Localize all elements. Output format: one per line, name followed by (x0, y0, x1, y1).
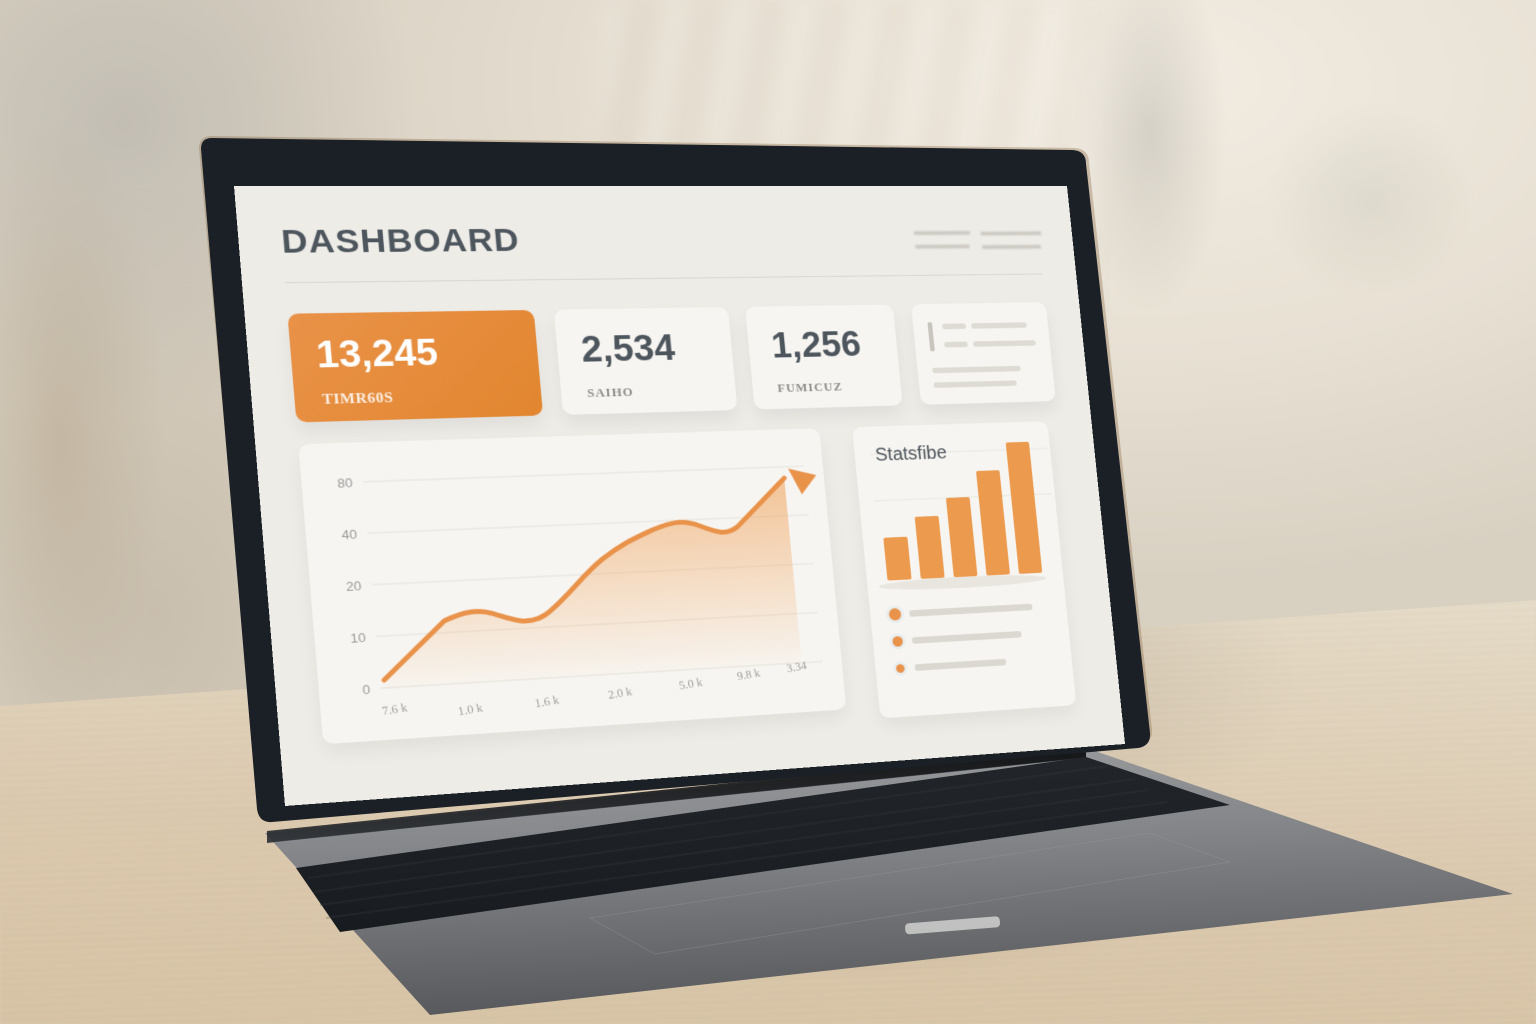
svg-text:2.0 k: 2.0 k (607, 685, 634, 702)
svg-text:1.0 k: 1.0 k (457, 701, 485, 718)
svg-text:1.6 k: 1.6 k (534, 693, 561, 710)
svg-text:10: 10 (350, 630, 367, 645)
svg-text:7.6 k: 7.6 k (381, 701, 409, 718)
svg-text:80: 80 (337, 476, 354, 491)
svg-text:20: 20 (345, 579, 362, 594)
svg-text:40: 40 (341, 527, 358, 542)
svg-text:0: 0 (362, 682, 371, 697)
svg-text:3.34: 3.34 (785, 659, 808, 675)
svg-text:5.0 k: 5.0 k (678, 675, 704, 692)
svg-text:9.8 k: 9.8 k (736, 666, 762, 683)
